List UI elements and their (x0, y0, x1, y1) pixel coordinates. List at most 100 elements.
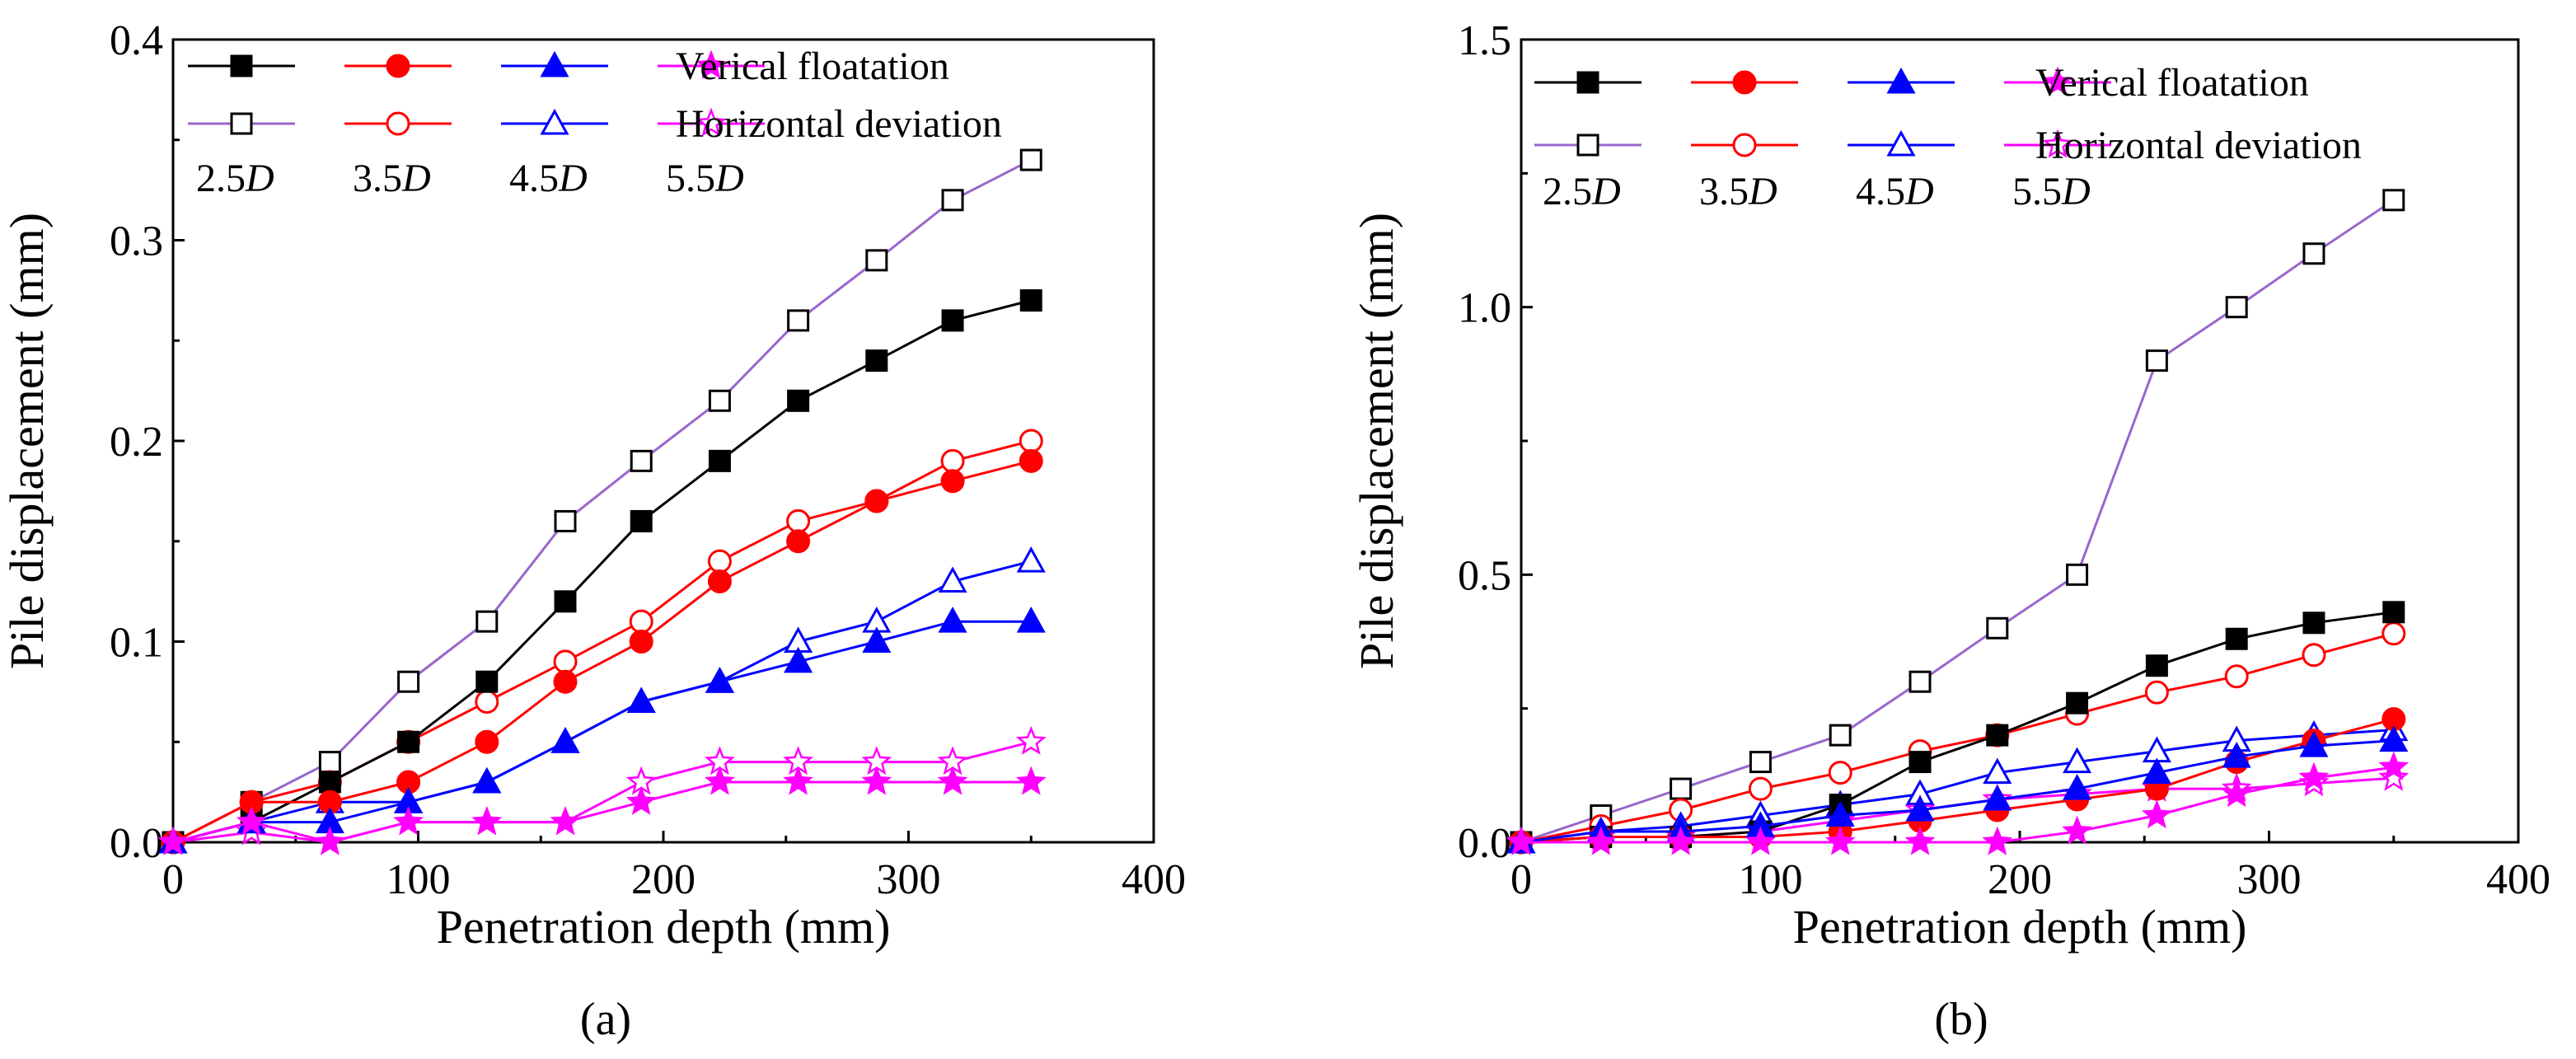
data-point (1019, 289, 1042, 312)
data-point (2063, 747, 2092, 774)
data-point (1824, 826, 1856, 855)
data-point (787, 389, 810, 412)
data-point (1983, 757, 2012, 785)
series-3_5D-vertical (161, 448, 1043, 855)
legend-group-unit: D (401, 157, 431, 200)
data-point (787, 309, 810, 332)
data-point (1986, 724, 2009, 747)
data-point (2382, 621, 2406, 646)
data-point (941, 309, 964, 332)
data-point (862, 626, 892, 653)
legend-group-number: 4.5 (1856, 170, 1905, 213)
data-point (1019, 448, 1043, 473)
data-point (707, 569, 732, 593)
data-point (471, 806, 503, 836)
data-point (629, 609, 653, 634)
data-point (397, 730, 420, 753)
data-point (472, 766, 502, 794)
data-point (475, 610, 499, 633)
data-point (625, 785, 657, 815)
legend-group-unit: D (1904, 170, 1934, 213)
data-point (1506, 826, 1537, 855)
legend-group-unit: D (245, 157, 274, 200)
series-line (172, 560, 1032, 844)
data-point (1983, 784, 2012, 811)
legend-marker (230, 54, 253, 77)
series-2_5D-horizontal (162, 148, 1042, 854)
data-point (708, 449, 731, 472)
legend-marker (1732, 70, 1757, 95)
data-point (1828, 761, 1852, 785)
data-point (554, 590, 577, 613)
data-point (1745, 826, 1776, 855)
legend-marker (696, 107, 727, 137)
data-point (2382, 189, 2405, 212)
series-line (172, 740, 1032, 844)
legend-group-label: 3.5D (1699, 170, 1777, 213)
legend-group-unit: D (714, 157, 744, 200)
data-point (2225, 296, 2248, 319)
data-point (938, 607, 967, 633)
data-point (2378, 761, 2410, 791)
legend-label-vertical: Verical floatation (2035, 61, 2309, 105)
series-2_5D-horizontal (1510, 189, 2405, 854)
legend-label-vertical: Verical floatation (676, 45, 949, 88)
data-point (1015, 766, 1047, 795)
legend-group-label: 3.5D (353, 157, 431, 200)
y-tick-label: 0.5 (1458, 552, 1511, 599)
data-point (2062, 815, 2093, 845)
series-line (1520, 739, 2394, 844)
series-5_5D-vertical (157, 766, 1047, 855)
data-point (865, 249, 888, 272)
data-point (1986, 616, 2009, 640)
legend-marker (1732, 133, 1757, 157)
legend-marker (1886, 67, 1916, 94)
data-point (1909, 670, 1932, 693)
data-point (550, 806, 581, 836)
series-line (1521, 766, 2394, 844)
x-tick-label: 200 (1988, 856, 2052, 903)
legend-marker (1576, 71, 1599, 94)
x-tick-label: 0 (162, 856, 184, 903)
legend-marker (1576, 134, 1599, 157)
legend-group-label: 2.5D (196, 157, 274, 200)
legend-marker (2042, 129, 2073, 158)
data-point (630, 509, 653, 532)
legend-marker (386, 111, 410, 136)
series-4_5D-vertical (158, 607, 1046, 854)
data-point (2224, 664, 2249, 689)
data-point (2379, 725, 2409, 752)
data-point (315, 826, 345, 855)
y-tick-label: 1.0 (1458, 285, 1511, 332)
data-point (2066, 691, 2089, 715)
legend-marker (386, 54, 410, 78)
x-tick-label: 300 (877, 856, 941, 903)
x-axis-title: Penetration depth (mm) (437, 900, 891, 954)
legend-group-label: 2.5D (1543, 170, 1621, 213)
legend-group-number: 3.5 (1699, 170, 1749, 213)
data-point (1905, 794, 1935, 822)
data-point (2302, 612, 2325, 635)
legend-group-label: 5.5D (2012, 170, 2091, 213)
data-point (783, 766, 814, 795)
data-point (2145, 349, 2168, 373)
data-point (393, 806, 424, 836)
data-point (2066, 563, 2089, 586)
data-point (786, 508, 811, 533)
series-line (172, 780, 1032, 844)
series-line (1520, 632, 2395, 844)
series-line (1520, 718, 2395, 844)
series-line (172, 620, 1032, 844)
data-point (1749, 751, 1772, 774)
legend-group-unit: D (1748, 170, 1777, 213)
data-point (553, 649, 578, 674)
legend-group-number: 3.5 (353, 157, 402, 200)
data-point (2298, 761, 2330, 791)
data-point (1019, 429, 1043, 453)
data-point (2222, 742, 2251, 768)
data-point (397, 670, 420, 693)
data-point (1670, 777, 1693, 800)
legend-marker (540, 108, 569, 135)
legend-group-unit: D (558, 157, 588, 200)
data-point (2063, 773, 2092, 800)
